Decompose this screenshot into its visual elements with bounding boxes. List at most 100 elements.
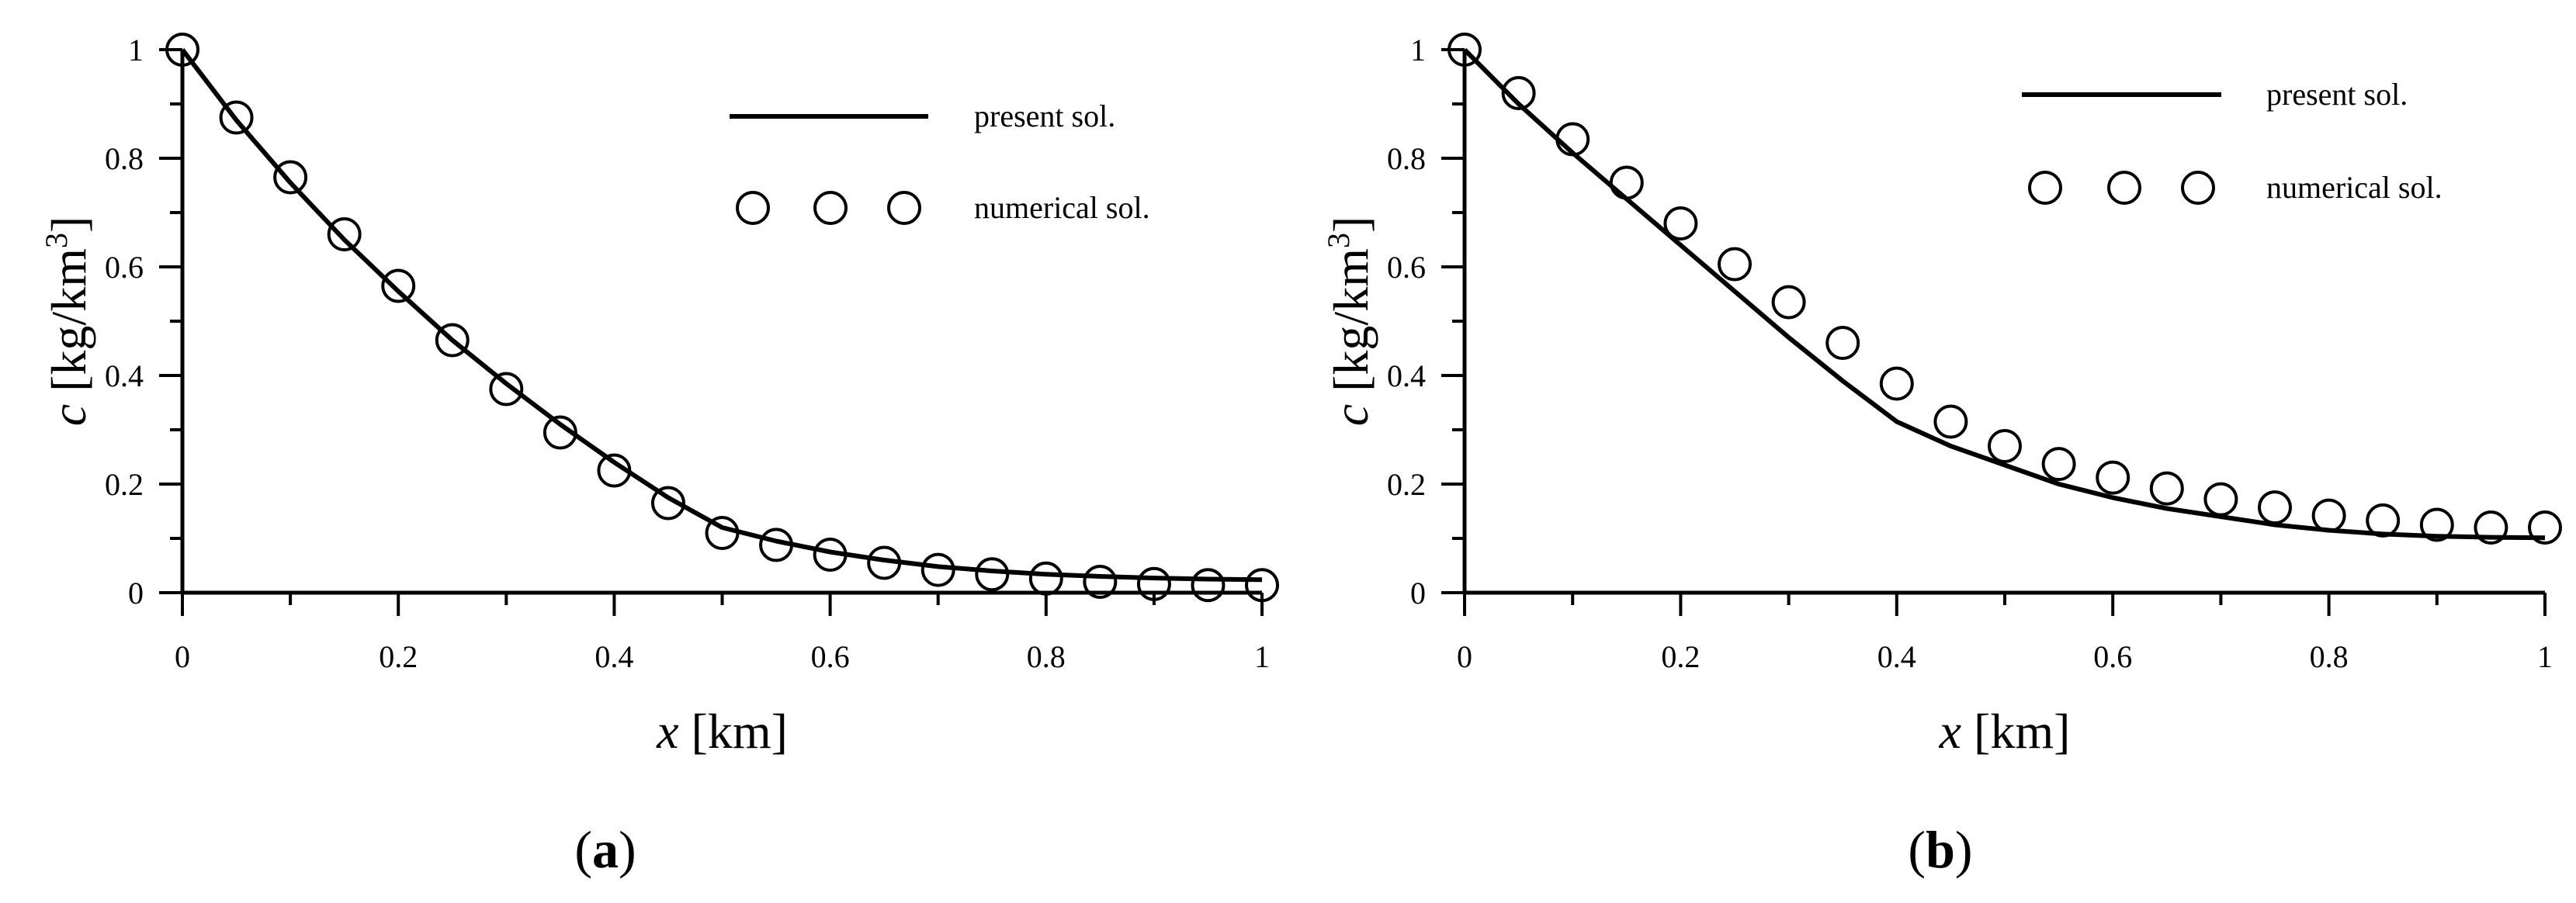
- legend-circle-sample: [887, 191, 921, 225]
- y-axis-var: c: [41, 404, 96, 426]
- y-axis-unit-superscript: 3: [39, 233, 74, 248]
- y-axis-unit-close: ]: [1323, 216, 1378, 233]
- data-point-numerical-sol: [1771, 285, 1806, 320]
- x-axis-unit: [km]: [679, 704, 788, 759]
- data-point-numerical-sol: [2258, 490, 2292, 525]
- data-point-numerical-sol: [489, 372, 524, 407]
- data-point-numerical-sol: [2528, 510, 2562, 545]
- panel-label-letter: a: [592, 820, 619, 879]
- data-point-numerical-sol: [543, 415, 577, 450]
- data-point-numerical-sol: [1191, 568, 1226, 603]
- data-point-numerical-sol: [165, 33, 199, 67]
- data-point-numerical-sol: [273, 160, 308, 195]
- y-tick-label: 0: [1410, 576, 1426, 611]
- data-point-numerical-sol: [1447, 33, 1482, 67]
- y-axis-unit-superscript: 3: [1321, 233, 1356, 248]
- legend-circle-sample: [2107, 171, 2141, 205]
- legend-label-numerical-sol: numerical sol.: [974, 190, 1150, 225]
- data-point-numerical-sol: [975, 557, 1010, 592]
- y-axis-label: c [kg/km3]: [39, 216, 96, 427]
- data-point-numerical-sol: [1825, 326, 1860, 360]
- x-axis-unit: [km]: [1961, 704, 2070, 759]
- x-tick-label: 1: [2537, 639, 2553, 674]
- data-point-numerical-sol: [813, 538, 848, 572]
- data-point-numerical-sol: [381, 268, 416, 303]
- panel-label-close: ): [1955, 820, 1973, 879]
- data-point-numerical-sol: [2311, 498, 2346, 533]
- y-tick-label: 0.6: [1387, 250, 1426, 285]
- data-point-numerical-sol: [435, 323, 470, 358]
- x-axis-var: x: [656, 704, 678, 759]
- x-tick-label: 0.4: [1877, 639, 1916, 674]
- data-point-numerical-sol: [759, 528, 794, 562]
- legend-circle-sample: [2181, 171, 2215, 205]
- panel-label-letter: b: [1926, 820, 1955, 879]
- x-tick-label: 0.6: [2093, 639, 2132, 674]
- x-tick-label: 0.8: [2310, 639, 2349, 674]
- y-tick-label: 1: [128, 33, 144, 67]
- data-point-numerical-sol: [2149, 471, 2184, 506]
- y-axis-unit-close: ]: [41, 216, 96, 233]
- data-point-numerical-sol: [327, 217, 362, 251]
- legend-circle-sample: [813, 191, 848, 225]
- y-tick-label: 0.4: [105, 358, 144, 393]
- x-tick-label: 0.8: [1027, 639, 1066, 674]
- data-point-numerical-sol: [1136, 566, 1171, 601]
- chart-panel-b: 0 0.2 0.4 0.6 0.8 1 0 0.2 0.4 0.6 0.8 1 present sol.…: [1321, 33, 2562, 879]
- x-tick-label: 0.2: [379, 639, 418, 674]
- panel-label-open: (: [1908, 820, 1926, 879]
- x-axis-var: x: [1939, 704, 1961, 759]
- data-point-numerical-sol: [1609, 165, 1644, 200]
- y-axis-label: c [kg/km3]: [1321, 216, 1378, 427]
- y-tick-label: 0.8: [105, 141, 144, 176]
- data-point-numerical-sol: [2419, 507, 2454, 542]
- data-point-numerical-sol: [705, 516, 740, 550]
- legend-circle-sample: [736, 191, 770, 225]
- data-point-numerical-sol: [1988, 429, 2022, 463]
- y-tick-label: 0: [128, 576, 144, 611]
- x-tick-label: 0.2: [1661, 639, 1700, 674]
- x-tick-label: 0: [1457, 639, 1472, 674]
- y-axis-unit: [kg/km: [1323, 248, 1378, 404]
- data-point-numerical-sol: [1083, 565, 1118, 599]
- x-tick-label: 0: [175, 639, 190, 674]
- y-tick-label: 0.4: [1387, 358, 1426, 393]
- chart-panel-a: 0 0.2 0.4 0.6 0.8 1 0 0.2 0.4 0.6 0.8 1 present sol.…: [39, 33, 1279, 879]
- legend-label-numerical-sol: numerical sol.: [2266, 170, 2443, 205]
- data-point-numerical-sol: [1555, 122, 1590, 157]
- data-point-numerical-sol: [1718, 247, 1752, 282]
- data-point-numerical-sol: [1933, 404, 1968, 439]
- data-point-numerical-sol: [2041, 447, 2076, 482]
- data-point-numerical-sol: [2474, 510, 2508, 545]
- data-point-numerical-sol: [1501, 76, 1536, 110]
- y-tick-label: 0.8: [1387, 141, 1426, 176]
- x-tick-label: 0.6: [811, 639, 850, 674]
- data-point-numerical-sol: [597, 453, 632, 488]
- legend-circle-sample: [2028, 171, 2062, 205]
- legend-label-present-sol: present sol.: [974, 99, 1115, 133]
- data-point-numerical-sol: [2203, 482, 2238, 517]
- x-axis-label: x [km]: [1939, 704, 2071, 759]
- data-point-numerical-sol: [920, 552, 955, 587]
- y-tick-label: 1: [1410, 33, 1426, 67]
- x-axis-label: x [km]: [656, 704, 788, 759]
- data-point-numerical-sol: [1663, 206, 1698, 240]
- y-tick-label: 0.2: [105, 467, 144, 502]
- y-tick-label: 0.2: [1387, 467, 1426, 502]
- data-point-numerical-sol: [2366, 503, 2401, 538]
- x-tick-label: 1: [1254, 639, 1270, 674]
- panel-label-close: ): [619, 820, 636, 879]
- panel-label-open: (: [574, 820, 592, 879]
- data-point-numerical-sol: [1245, 568, 1279, 603]
- panel-label: (a): [574, 820, 636, 879]
- data-point-numerical-sol: [219, 100, 254, 135]
- data-point-numerical-sol: [650, 486, 685, 521]
- data-point-numerical-sol: [1028, 561, 1063, 596]
- x-tick-label: 0.4: [595, 639, 633, 674]
- y-tick-label: 0.6: [105, 250, 144, 285]
- data-point-numerical-sol: [1879, 366, 1914, 401]
- legend-label-present-sol: present sol.: [2266, 77, 2408, 112]
- panel-label: (b): [1908, 820, 1972, 879]
- series-line-present-sol: [1462, 47, 2546, 541]
